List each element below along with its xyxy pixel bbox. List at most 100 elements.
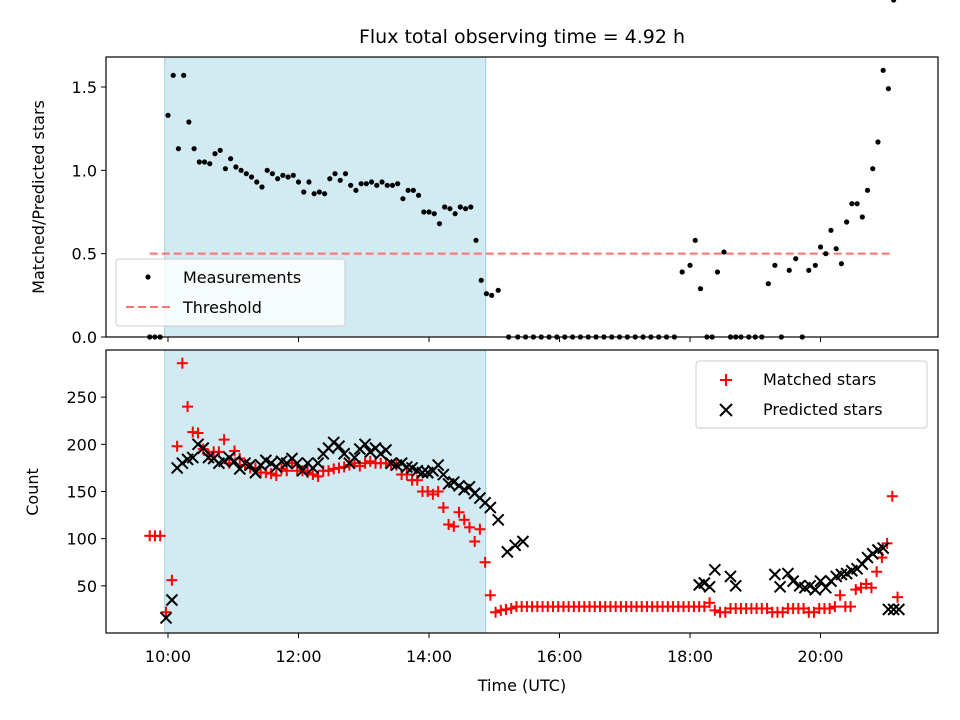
predicted-point bbox=[159, 611, 173, 625]
predicted-point bbox=[484, 501, 497, 514]
predicted-point bbox=[374, 447, 387, 460]
bottom-legend: Matched stars Predicted stars bbox=[695, 360, 928, 429]
y-tick-label: 1.0 bbox=[72, 161, 97, 180]
predicted-point bbox=[708, 563, 722, 577]
measurement-point bbox=[410, 187, 416, 193]
measurement-point bbox=[191, 146, 197, 152]
matched-point bbox=[166, 574, 178, 586]
predicted-point bbox=[698, 576, 711, 590]
measurement-point bbox=[332, 171, 338, 177]
measurement-point bbox=[421, 209, 427, 215]
measurement-point bbox=[714, 269, 721, 275]
measurement-point bbox=[327, 176, 333, 182]
predicted-point bbox=[290, 456, 304, 470]
matched-point bbox=[338, 461, 350, 473]
predicted-point bbox=[786, 574, 800, 588]
predicted-point bbox=[264, 456, 278, 470]
measurement-point bbox=[885, 86, 892, 92]
measurement-point bbox=[201, 159, 208, 165]
measurement-point bbox=[495, 287, 501, 293]
measurement-point bbox=[290, 172, 296, 178]
y-tick-label: 0.0 bbox=[72, 328, 97, 347]
top-legend-box bbox=[115, 258, 346, 327]
matched-point bbox=[871, 566, 883, 578]
y-tick-label: 50 bbox=[77, 577, 97, 596]
measurement-point bbox=[844, 219, 850, 225]
measurement-point bbox=[786, 267, 792, 273]
matched-point bbox=[865, 582, 877, 594]
matched-point bbox=[218, 434, 230, 446]
measurement-point bbox=[207, 161, 213, 167]
predicted-point bbox=[228, 455, 241, 468]
matched-point bbox=[474, 523, 486, 535]
predicted-point bbox=[516, 535, 530, 548]
predicted-point bbox=[176, 456, 189, 470]
top-legend: Measurements Threshold bbox=[115, 258, 346, 327]
measurement-point bbox=[772, 262, 778, 268]
top-y-axis: 0.0 0.5 1.0 1.5 bbox=[72, 78, 106, 347]
measurement-point bbox=[854, 201, 860, 207]
predicted-point bbox=[892, 603, 906, 616]
predicted-point bbox=[809, 583, 822, 596]
measurement-point bbox=[259, 184, 265, 190]
matched-point bbox=[192, 427, 204, 439]
predicted-point bbox=[508, 539, 522, 552]
matched-point bbox=[824, 602, 836, 614]
measurement-point bbox=[212, 151, 218, 157]
predicted-point bbox=[452, 479, 466, 493]
measurement-point bbox=[880, 67, 886, 73]
matched-point bbox=[270, 469, 282, 481]
top-panel: 0.0 0.5 1.0 1.5 Matched/Predicted stars Mea… bbox=[29, 0, 939, 347]
measurement-point bbox=[301, 189, 307, 195]
measurement-point bbox=[489, 292, 495, 298]
matched-point bbox=[458, 514, 470, 526]
top-y-axis-label: Matched/Predicted stars bbox=[29, 100, 48, 294]
measurement-point bbox=[442, 204, 448, 210]
predicted-point bbox=[803, 579, 817, 593]
x-axis-label: Time (UTC) bbox=[477, 676, 566, 695]
measurement-point bbox=[311, 191, 317, 197]
measurement-point bbox=[483, 291, 490, 297]
matched-point bbox=[469, 535, 481, 547]
measurement-point bbox=[793, 256, 799, 262]
legend-predicted-label: Predicted stars bbox=[763, 400, 883, 419]
x-tick-label: 18:00 bbox=[667, 647, 713, 666]
predicted-point bbox=[724, 570, 737, 583]
measurement-point bbox=[264, 167, 270, 173]
measurement-point bbox=[363, 181, 369, 187]
predicted-point bbox=[337, 447, 351, 460]
matched-point bbox=[448, 520, 460, 532]
predicted-point bbox=[887, 603, 900, 616]
measurement-point bbox=[692, 237, 698, 243]
measurement-point bbox=[322, 191, 328, 197]
measurement-point bbox=[379, 179, 385, 185]
measurement-point bbox=[687, 262, 693, 268]
matched-point bbox=[834, 589, 846, 601]
predicted-point bbox=[447, 475, 461, 489]
measurement-point bbox=[165, 112, 171, 118]
matched-point bbox=[437, 502, 449, 514]
bottom-y-axis-label: Count bbox=[23, 468, 42, 516]
legend-threshold-label: Threshold bbox=[182, 298, 262, 317]
predicted-point bbox=[876, 541, 890, 555]
measurement-point bbox=[817, 244, 824, 250]
predicted-point bbox=[186, 451, 199, 464]
measurement-point bbox=[823, 251, 829, 257]
measurement-point bbox=[374, 182, 380, 188]
predicted-point bbox=[217, 455, 231, 468]
matched-point bbox=[401, 469, 413, 481]
predicted-point bbox=[781, 567, 795, 580]
measurement-point bbox=[765, 281, 771, 287]
x-tick-label: 10:00 bbox=[145, 647, 191, 666]
x-tick-label: 16:00 bbox=[536, 647, 582, 666]
measurement-point bbox=[891, 0, 897, 3]
measurement-point bbox=[217, 147, 223, 153]
matched-point bbox=[432, 486, 444, 497]
legend-predicted-marker bbox=[719, 403, 733, 417]
predicted-point bbox=[395, 456, 408, 470]
bottom-panel: 50 100 150 200 250 10:00 12:00 14:00 16:00 18:00… bbox=[23, 349, 939, 695]
matched-point bbox=[886, 490, 898, 502]
measurement-point bbox=[415, 192, 422, 198]
legend-measurements-marker bbox=[145, 274, 151, 280]
